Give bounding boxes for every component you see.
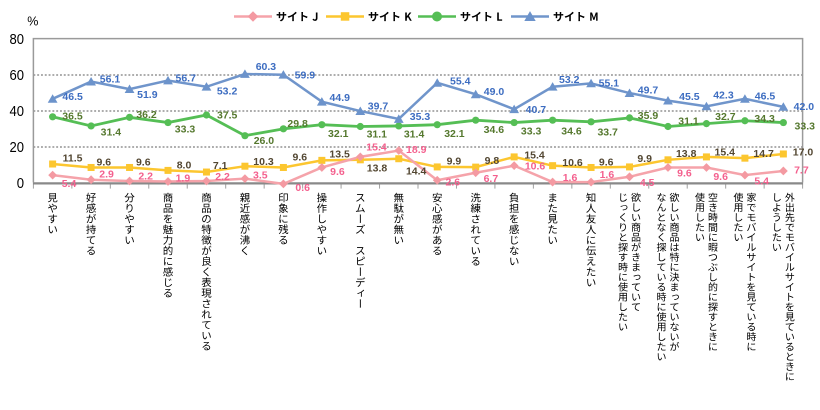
- svg-text:4.5: 4.5: [640, 177, 655, 189]
- svg-text:49.7: 49.7: [638, 84, 659, 96]
- svg-text:10.6: 10.6: [525, 160, 546, 172]
- svg-text:5.4: 5.4: [62, 178, 77, 190]
- svg-text:35.3: 35.3: [410, 111, 431, 123]
- svg-text:46.5: 46.5: [755, 91, 776, 103]
- svg-text:15.4: 15.4: [524, 149, 545, 161]
- svg-text:60.3: 60.3: [256, 61, 277, 73]
- svg-text:36.2: 36.2: [136, 109, 157, 121]
- svg-text:34.6: 34.6: [484, 124, 505, 136]
- svg-text:2.2: 2.2: [215, 171, 230, 183]
- svg-text:34.3: 34.3: [754, 113, 775, 125]
- svg-text:33.7: 33.7: [597, 127, 618, 139]
- svg-text:32.1: 32.1: [328, 128, 349, 140]
- svg-text:9.6: 9.6: [599, 156, 614, 168]
- svg-text:31.4: 31.4: [101, 127, 122, 139]
- svg-text:80: 80: [10, 31, 25, 48]
- svg-text:0.6: 0.6: [295, 182, 310, 194]
- svg-text:9.9: 9.9: [637, 153, 652, 165]
- svg-text:40.7: 40.7: [526, 104, 547, 116]
- svg-text:%: %: [27, 14, 38, 28]
- svg-text:6.7: 6.7: [484, 173, 499, 185]
- svg-text:1.6: 1.6: [563, 172, 578, 184]
- svg-text:1.6: 1.6: [600, 169, 615, 181]
- svg-text:46.5: 46.5: [62, 91, 83, 103]
- svg-text:56.1: 56.1: [100, 74, 121, 86]
- svg-text:9.6: 9.6: [96, 157, 111, 169]
- svg-text:8.0: 8.0: [177, 160, 192, 172]
- svg-text:2.6: 2.6: [446, 177, 461, 189]
- svg-text:51.9: 51.9: [137, 89, 158, 101]
- svg-text:42.0: 42.0: [794, 101, 815, 113]
- svg-text:3.5: 3.5: [253, 170, 268, 182]
- svg-text:9.8: 9.8: [485, 155, 500, 167]
- svg-text:2.9: 2.9: [99, 169, 114, 181]
- svg-text:7.1: 7.1: [213, 160, 228, 172]
- svg-text:17.0: 17.0: [793, 147, 814, 159]
- svg-text:9.6: 9.6: [677, 168, 692, 180]
- svg-text:9.9: 9.9: [447, 156, 462, 168]
- svg-text:13.5: 13.5: [329, 148, 350, 160]
- svg-text:10.3: 10.3: [253, 156, 274, 168]
- svg-text:53.2: 53.2: [217, 85, 238, 97]
- svg-text:11.5: 11.5: [63, 153, 83, 165]
- svg-text:40: 40: [10, 103, 25, 120]
- svg-text:15.4: 15.4: [715, 146, 736, 158]
- svg-text:13.8: 13.8: [367, 162, 388, 174]
- svg-text:9.6: 9.6: [713, 171, 728, 183]
- svg-text:33.3: 33.3: [795, 120, 816, 132]
- svg-text:5.4: 5.4: [754, 176, 769, 188]
- svg-text:0: 0: [17, 175, 24, 192]
- svg-text:29.8: 29.8: [287, 118, 308, 130]
- svg-text:37.5: 37.5: [217, 110, 238, 122]
- svg-text:1.9: 1.9: [176, 173, 191, 185]
- svg-text:59.9: 59.9: [295, 69, 316, 81]
- svg-text:7.7: 7.7: [794, 164, 809, 176]
- svg-text:42.3: 42.3: [713, 90, 734, 102]
- svg-text:32.1: 32.1: [444, 128, 465, 140]
- svg-text:33.3: 33.3: [175, 123, 196, 135]
- svg-text:55.4: 55.4: [450, 76, 471, 88]
- svg-text:14.4: 14.4: [406, 165, 427, 177]
- svg-text:35.9: 35.9: [638, 110, 659, 122]
- svg-text:26.0: 26.0: [254, 135, 275, 147]
- svg-text:31.4: 31.4: [404, 128, 425, 140]
- svg-text:10.6: 10.6: [562, 157, 583, 169]
- svg-text:2.2: 2.2: [138, 170, 153, 182]
- svg-text:34.6: 34.6: [561, 126, 582, 138]
- svg-text:45.5: 45.5: [679, 91, 700, 103]
- svg-text:18.9: 18.9: [406, 144, 427, 156]
- svg-text:55.1: 55.1: [599, 77, 620, 89]
- svg-text:13.8: 13.8: [676, 148, 697, 160]
- svg-text:31.1: 31.1: [678, 116, 699, 128]
- svg-text:9.6: 9.6: [330, 166, 345, 178]
- svg-text:53.2: 53.2: [559, 74, 580, 86]
- svg-text:14.7: 14.7: [753, 148, 774, 160]
- svg-text:20: 20: [10, 139, 25, 156]
- svg-text:15.4: 15.4: [366, 141, 387, 153]
- svg-text:33.3: 33.3: [521, 126, 542, 138]
- svg-text:32.7: 32.7: [715, 111, 736, 123]
- svg-text:49.0: 49.0: [484, 86, 505, 98]
- svg-text:31.1: 31.1: [367, 129, 388, 141]
- svg-text:56.7: 56.7: [175, 72, 196, 84]
- svg-text:44.9: 44.9: [330, 92, 351, 104]
- svg-text:39.7: 39.7: [368, 101, 389, 113]
- svg-text:9.6: 9.6: [136, 157, 151, 169]
- svg-text:36.5: 36.5: [62, 111, 83, 123]
- svg-text:60: 60: [10, 67, 25, 84]
- svg-text:9.6: 9.6: [292, 151, 307, 163]
